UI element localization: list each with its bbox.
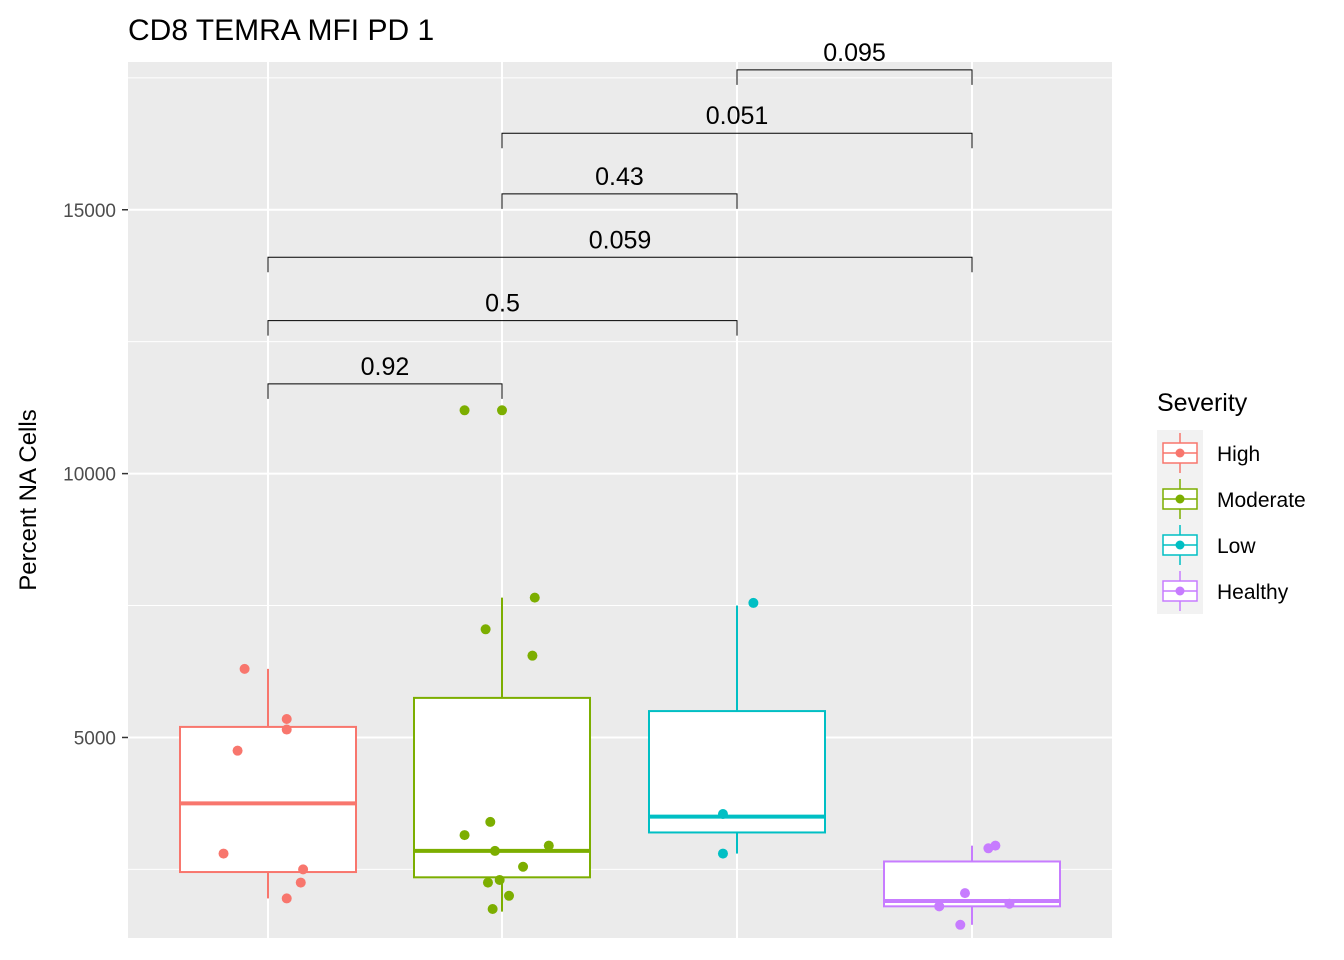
point-healthy (1004, 898, 1015, 909)
point-moderate (527, 650, 538, 661)
point-moderate (480, 624, 491, 635)
point-moderate (529, 592, 540, 603)
point-high (298, 864, 309, 875)
p-value-label: 0.92 (361, 353, 410, 381)
legend-title: Severity (1157, 389, 1248, 417)
point-moderate (497, 405, 507, 416)
point-high (232, 745, 243, 756)
legend-label-moderate: Moderate (1217, 489, 1306, 512)
box (179, 725, 357, 874)
legend: Severity High Moderate Low Healthy (1157, 389, 1306, 614)
chart-title: CD8 TEMRA MFI PD 1 (128, 14, 434, 47)
bracket: 0.051 (501, 102, 973, 149)
bracket-line (501, 193, 738, 209)
y-axis-label: Percent NA Cells (15, 409, 42, 590)
point-moderate (518, 861, 529, 872)
p-value-label: 0.051 (706, 102, 769, 130)
legend-label-healthy: Healthy (1217, 581, 1289, 604)
bracket-line (267, 256, 973, 273)
point-moderate (485, 816, 496, 827)
y-tick-label: 15000 (63, 201, 116, 222)
bracket-line (267, 320, 738, 336)
point-healthy (959, 888, 970, 899)
bracket-line (736, 69, 973, 85)
point-moderate (482, 877, 493, 888)
point-high (239, 663, 250, 674)
legend-key-healthy (1162, 571, 1198, 611)
point-low (717, 808, 728, 819)
y-tick-label: 10000 (63, 465, 116, 486)
point-moderate (494, 874, 505, 885)
point-moderate (543, 840, 554, 851)
legend-point (1175, 448, 1185, 458)
point-moderate (487, 903, 498, 914)
p-value-label: 0.5 (485, 290, 520, 318)
bracket: 0.43 (501, 163, 738, 209)
p-value-label: 0.095 (823, 39, 886, 67)
point-moderate (459, 830, 470, 841)
point-healthy (934, 901, 945, 912)
bracket: 0.095 (736, 39, 973, 85)
y-tick-label: 5000 (74, 728, 116, 749)
point-healthy (955, 919, 966, 930)
comparison-brackets: 0.92 0.5 0.059 0.43 0.051 0.095 (267, 39, 973, 399)
point-high (281, 893, 292, 904)
legend-key-moderate (1162, 479, 1198, 519)
bracket-line (267, 383, 503, 399)
box (648, 710, 826, 834)
y-axis: 5000 10000 15000 (63, 201, 128, 749)
bracket: 0.059 (267, 226, 973, 273)
point-healthy (983, 843, 994, 854)
boxplots (179, 597, 1061, 925)
box (883, 860, 1061, 908)
bracket-line (501, 132, 973, 149)
boxplot-healthy (883, 845, 1061, 925)
boxplot-low (648, 605, 826, 854)
legend-label-low: Low (1217, 535, 1256, 558)
legend-point (1175, 586, 1185, 596)
bracket: 0.92 (267, 353, 503, 399)
p-value-label: 0.059 (589, 226, 652, 254)
legend-label-high: High (1217, 443, 1260, 466)
data-points (218, 405, 1015, 930)
point-high (218, 848, 229, 859)
legend-key-low (1162, 525, 1198, 565)
point-high (295, 877, 306, 888)
point-high (281, 714, 292, 724)
point-moderate (489, 845, 500, 856)
point-low (717, 848, 728, 859)
legend-point (1175, 540, 1185, 550)
point-low (748, 597, 759, 608)
bracket: 0.5 (267, 290, 738, 336)
point-moderate (459, 405, 470, 416)
boxplot-high (179, 668, 357, 899)
p-value-label: 0.43 (595, 163, 644, 191)
legend-key-high (1162, 433, 1198, 473)
point-high (281, 724, 292, 735)
point-moderate (504, 890, 515, 901)
legend-point (1175, 494, 1185, 504)
